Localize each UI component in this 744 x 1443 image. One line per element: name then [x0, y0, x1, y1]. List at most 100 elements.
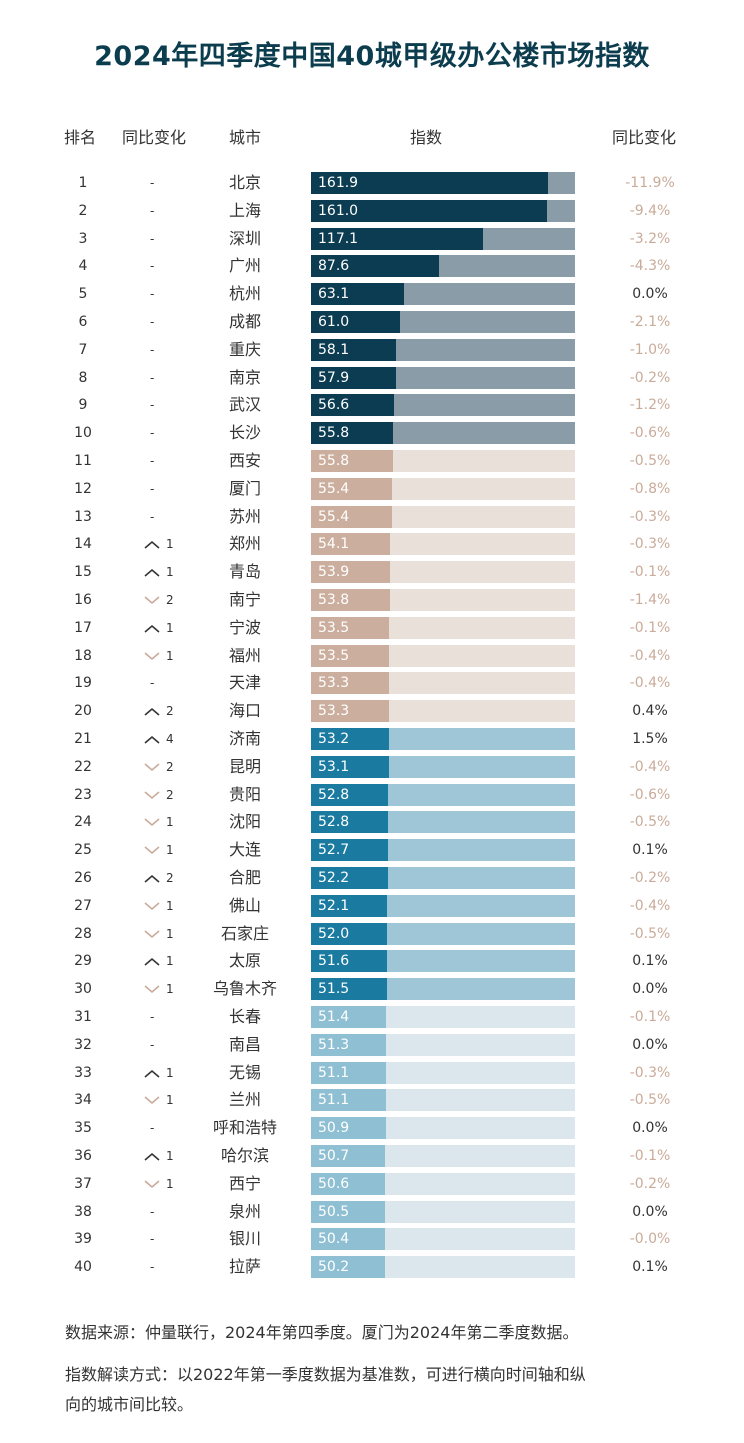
table-row: 9 - 武汉 56.6 -1.2% — [0, 393, 744, 417]
table-row: 26 2 合肥 52.2 -0.2% — [0, 866, 744, 890]
rank-label: 14 — [74, 536, 92, 553]
index-bar — [311, 477, 392, 500]
table-row: 33 1 无锡 51.1 -0.3% — [0, 1061, 744, 1085]
bar-value-label: 51.5 — [318, 981, 350, 998]
yoy-change-value: -3.2% — [629, 230, 671, 247]
rank-change: - — [138, 1255, 188, 1279]
chevron-up-icon — [144, 1152, 160, 1161]
chevron-down-icon — [144, 985, 160, 994]
table-row: 25 1 大连 52.7 0.1% — [0, 838, 744, 862]
rank-change-value: 1 — [166, 1176, 174, 1191]
page-title: 2024年四季度中国40城甲级办公楼市场指数 — [94, 41, 650, 72]
no-change-dash: - — [150, 398, 155, 413]
yoy-change-value: -0.4% — [629, 647, 671, 664]
yoy-change-value: -0.4% — [629, 897, 671, 914]
rank-label: 26 — [74, 870, 92, 886]
no-change-dash: - — [150, 1232, 155, 1247]
rank-label: 8 — [78, 369, 88, 386]
rank-change-value: 2 — [166, 871, 174, 885]
rank-label: 9 — [78, 397, 88, 414]
rank-label: 3 — [78, 230, 88, 247]
rank-label: 39 — [74, 1231, 92, 1248]
city-label: 泉州 — [228, 1201, 261, 1221]
city-label: 哈尔滨 — [220, 1146, 269, 1165]
yoy-change-value: 0.0% — [632, 981, 668, 998]
yoy-change-value: -9.4% — [629, 202, 671, 219]
no-change-dash: - — [150, 1204, 155, 1219]
rank-change: - — [138, 671, 188, 695]
rank-change-value: 1 — [166, 620, 174, 635]
rank-label: 38 — [74, 1203, 92, 1220]
yoy-change-value: -0.5% — [629, 1092, 671, 1109]
no-change-dash: - — [150, 676, 155, 691]
header-yoy: 同比变化 — [612, 128, 677, 147]
no-change-dash: - — [150, 342, 155, 357]
index-bar — [311, 283, 404, 306]
rank-label: 19 — [74, 675, 92, 692]
bar-value-label: 53.3 — [318, 703, 350, 720]
index-bar — [311, 199, 547, 222]
rank-change: 1 — [138, 644, 188, 668]
rank-change-value: 1 — [166, 898, 174, 913]
index-bar — [311, 1172, 385, 1195]
index-bar — [311, 311, 400, 333]
city-label: 南宁 — [228, 590, 261, 609]
rank-label: 25 — [74, 842, 92, 859]
rank-change: - — [138, 366, 188, 390]
no-change-dash: - — [150, 1121, 155, 1136]
index-bar — [311, 1006, 386, 1028]
chevron-up-icon — [144, 735, 160, 744]
yoy-change-value: -0.5% — [629, 453, 671, 469]
index-bar — [311, 1089, 386, 1112]
rank-label: 1 — [78, 175, 88, 191]
table-row: 3 - 深圳 117.1 -3.2% — [0, 227, 744, 251]
yoy-change-value: -1.4% — [629, 592, 671, 608]
yoy-change-value: -0.3% — [629, 536, 671, 553]
city-label: 乌鲁木齐 — [212, 979, 277, 999]
rank-label: 31 — [74, 1009, 92, 1025]
rank-change: 1 — [138, 922, 188, 946]
bar-value-label: 52.1 — [318, 897, 350, 914]
rank-change: - — [138, 505, 188, 529]
table-row: 7 - 重庆 58.1 -1.0% — [0, 338, 744, 362]
rank-change-value: 1 — [166, 926, 174, 941]
no-change-dash: - — [150, 231, 155, 246]
yoy-change-value: 0.0% — [632, 1203, 668, 1220]
rank-label: 24 — [74, 814, 92, 831]
city-label: 呼和浩特 — [212, 1118, 277, 1138]
bar-value-label: 53.2 — [318, 731, 350, 747]
rank-label: 30 — [74, 981, 92, 998]
rank-change: 4 — [138, 727, 188, 751]
rank-label: 2 — [78, 202, 88, 219]
yoy-change-value: -4.3% — [629, 258, 671, 275]
city-label: 杭州 — [228, 284, 261, 304]
index-bar — [311, 755, 389, 778]
table-row: 39 - 银川 50.4 -0.0% — [0, 1227, 744, 1251]
no-change-dash: - — [150, 454, 155, 468]
rank-change: 2 — [138, 699, 188, 723]
bar-value-label: 61.0 — [318, 314, 350, 330]
no-change-dash: - — [150, 203, 155, 218]
city-label: 石家庄 — [220, 923, 269, 943]
rank-label: 18 — [74, 647, 92, 664]
bar-value-label: 50.9 — [318, 1120, 350, 1137]
rank-change: 1 — [138, 1172, 188, 1196]
rank-change: 1 — [138, 894, 188, 918]
index-bar — [311, 867, 388, 889]
rank-change: 1 — [138, 838, 188, 862]
index-bar — [311, 783, 388, 806]
rank-change-value: 1 — [166, 1093, 174, 1108]
no-change-dash: - — [150, 509, 155, 524]
bar-value-label: 51.1 — [318, 1092, 350, 1109]
index-bar — [311, 644, 389, 667]
index-bar — [311, 533, 390, 556]
yoy-change-value: -0.2% — [629, 1175, 671, 1192]
no-change-dash: - — [150, 315, 155, 329]
table-row: 36 1 哈尔滨 50.7 -0.1% — [0, 1144, 744, 1168]
rank-change: - — [138, 1200, 188, 1224]
table-row: 34 1 兰州 51.1 -0.5% — [0, 1088, 744, 1112]
index-bar — [311, 950, 387, 973]
rank-change-value: 1 — [166, 648, 174, 663]
header-city: 城市 — [229, 128, 262, 147]
city-label: 沈阳 — [228, 812, 261, 832]
